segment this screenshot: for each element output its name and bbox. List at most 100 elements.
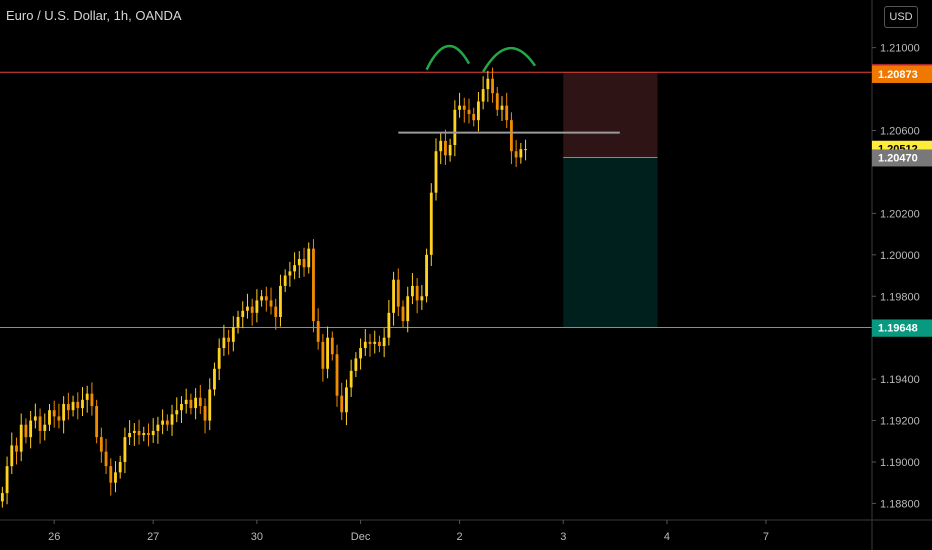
price-tick-label: 1.21000	[880, 43, 920, 55]
candle-body	[142, 432, 146, 436]
candle-body	[477, 101, 480, 121]
candle-body	[495, 93, 499, 110]
candle	[43, 413, 47, 441]
candle	[19, 413, 23, 462]
candle-body	[326, 337, 330, 369]
candle	[396, 268, 400, 317]
candle	[316, 308, 320, 350]
candle-body	[500, 105, 504, 110]
candle-body	[217, 348, 221, 369]
candle	[38, 408, 42, 444]
take-profit-zone[interactable]	[563, 157, 658, 328]
time-tick-label: 30	[251, 531, 263, 543]
candle	[147, 423, 150, 447]
drawings[interactable]	[398, 44, 620, 134]
candle-body	[345, 387, 348, 413]
position-zones[interactable]	[563, 72, 658, 328]
price-label-tag[interactable]: 1.19648	[872, 319, 932, 337]
shoulder-arc-2[interactable]	[482, 46, 537, 73]
candle	[128, 420, 132, 446]
candle-body	[114, 472, 117, 483]
candle-body	[519, 149, 523, 158]
candle-body	[491, 78, 494, 94]
price-tick-label: 1.20000	[880, 250, 920, 262]
candle	[76, 392, 80, 420]
candle	[264, 286, 268, 312]
candle-body	[241, 310, 245, 317]
candle-body	[420, 296, 424, 301]
price-label-tag[interactable]: 1.20873	[872, 65, 932, 83]
candle-body	[227, 337, 231, 342]
time-tick-label: 4	[664, 531, 670, 543]
candle	[246, 293, 249, 319]
candle	[231, 316, 235, 352]
candle	[495, 87, 499, 117]
price-tick-label: 1.19000	[880, 457, 920, 469]
price-label-text: 1.19648	[878, 323, 918, 335]
candle	[477, 91, 480, 132]
candle	[382, 328, 386, 358]
price-axis[interactable]: 1.18800 1.19000 1.19200 1.19400 1.19800 1.200…	[871, 0, 932, 550]
candle	[378, 335, 381, 353]
time-tick-label: 27	[147, 531, 159, 543]
candle-body	[453, 109, 457, 146]
candle	[184, 388, 188, 414]
candle	[359, 338, 362, 370]
candle-body	[15, 445, 18, 452]
candle-body	[81, 399, 84, 409]
time-axis[interactable]: 26 27 30 Dec 2 3 4 7	[0, 519, 932, 543]
candle	[0, 486, 4, 508]
candle	[411, 273, 414, 305]
candle-body	[264, 296, 268, 301]
candle	[415, 278, 419, 314]
candle-body	[189, 399, 193, 409]
stop-loss-zone[interactable]	[563, 72, 658, 158]
candle	[189, 393, 193, 415]
candle-body	[128, 432, 132, 438]
candle	[486, 70, 490, 102]
candle	[425, 248, 428, 303]
candle-body	[52, 410, 56, 417]
candle-body	[208, 389, 212, 421]
candle	[156, 416, 160, 444]
candle-body	[62, 403, 66, 421]
candle-body	[180, 403, 183, 411]
candle	[283, 269, 287, 293]
candle	[81, 386, 84, 416]
candle	[439, 133, 443, 165]
candle-body	[38, 416, 42, 431]
candle-body	[66, 403, 70, 411]
candle-body	[307, 248, 311, 268]
price-tick-label: 1.20600	[880, 126, 920, 138]
candle	[434, 138, 438, 201]
candle	[15, 437, 18, 465]
candle-body	[396, 279, 400, 307]
price-label-tag[interactable]: 1.20470	[872, 149, 932, 167]
candle-body	[156, 424, 160, 431]
candle-body	[439, 140, 443, 152]
currency-button[interactable]: USD	[884, 6, 918, 28]
candle	[354, 352, 358, 378]
candle	[132, 423, 136, 446]
price-label-bg	[872, 65, 932, 83]
candle-body	[109, 466, 113, 483]
candle-body	[321, 341, 325, 369]
candle-body	[151, 430, 155, 436]
candle-body	[387, 312, 391, 338]
candle-body	[48, 410, 51, 425]
candle-body	[302, 258, 306, 268]
candle	[90, 382, 94, 416]
candle-body	[378, 341, 381, 346]
shoulder-arc-1[interactable]	[425, 44, 471, 71]
candle-body	[118, 461, 122, 473]
horizontal-lines[interactable]	[0, 71, 872, 329]
candle-body	[10, 445, 14, 467]
candle	[420, 285, 424, 310]
candle	[161, 409, 165, 435]
candle-body	[505, 105, 509, 121]
candle-body	[349, 370, 353, 388]
price-tick-label: 1.19800	[880, 291, 920, 303]
candle	[114, 461, 117, 493]
candle-body	[246, 306, 249, 311]
